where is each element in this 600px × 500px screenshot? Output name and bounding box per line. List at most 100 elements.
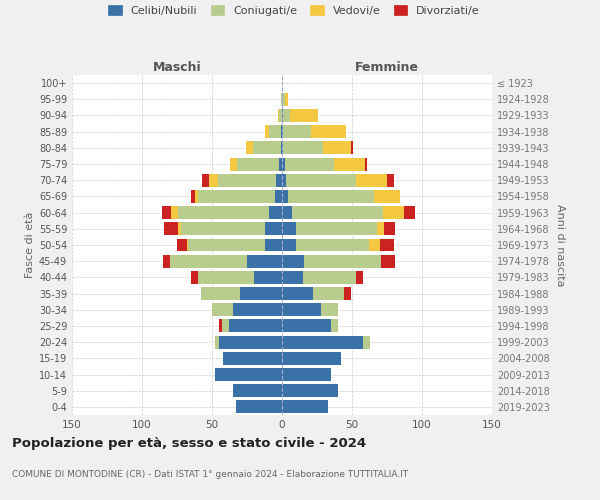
Bar <box>363 336 370 348</box>
Bar <box>229 320 282 332</box>
Bar <box>265 125 269 138</box>
Bar <box>282 190 287 203</box>
Bar <box>292 206 383 219</box>
Legend: Celibi/Nubili, Coniugati/e, Vedovi/e, Divorziati/e: Celibi/Nubili, Coniugati/e, Vedovi/e, Di… <box>104 0 484 20</box>
Bar <box>313 287 344 300</box>
Bar <box>215 368 282 381</box>
Bar <box>233 384 282 397</box>
Bar <box>374 190 400 203</box>
Bar <box>172 206 178 219</box>
Text: Maschi: Maschi <box>152 61 202 74</box>
Bar <box>282 206 292 219</box>
Bar <box>286 174 356 186</box>
Bar <box>344 287 350 300</box>
Bar <box>282 125 283 138</box>
Bar <box>331 320 338 332</box>
Bar <box>282 336 363 348</box>
Bar <box>311 125 346 138</box>
Bar <box>356 174 387 186</box>
Bar <box>283 125 311 138</box>
Bar <box>219 336 282 348</box>
Bar <box>285 158 334 170</box>
Bar <box>279 158 282 170</box>
Bar <box>282 238 296 252</box>
Y-axis label: Fasce di età: Fasce di età <box>25 212 35 278</box>
Bar <box>277 174 282 186</box>
Bar <box>247 254 282 268</box>
Bar <box>198 271 254 284</box>
Y-axis label: Anni di nascita: Anni di nascita <box>555 204 565 286</box>
Bar <box>387 174 394 186</box>
Bar <box>215 336 219 348</box>
Bar <box>377 222 384 235</box>
Text: COMUNE DI MONTODINE (CR) - Dati ISTAT 1° gennaio 2024 - Elaborazione TUTTITALIA.: COMUNE DI MONTODINE (CR) - Dati ISTAT 1°… <box>12 470 408 479</box>
Bar <box>245 142 253 154</box>
Bar <box>265 222 282 235</box>
Bar <box>237 158 279 170</box>
Bar <box>323 142 350 154</box>
Bar <box>163 254 170 268</box>
Bar <box>161 206 172 219</box>
Bar <box>283 142 323 154</box>
Text: Femmine: Femmine <box>355 61 419 74</box>
Bar <box>282 400 328 413</box>
Bar <box>350 142 353 154</box>
Bar <box>202 174 209 186</box>
Bar <box>269 125 281 138</box>
Text: Popolazione per età, sesso e stato civile - 2024: Popolazione per età, sesso e stato civil… <box>12 438 366 450</box>
Bar <box>282 352 341 365</box>
Bar <box>380 238 394 252</box>
Bar <box>223 352 282 365</box>
Bar <box>219 320 222 332</box>
Bar <box>282 304 321 316</box>
Bar <box>356 271 363 284</box>
Bar <box>181 222 265 235</box>
Bar <box>283 109 290 122</box>
Bar <box>369 238 380 252</box>
Bar <box>164 222 178 235</box>
Bar <box>282 109 283 122</box>
Bar <box>334 158 365 170</box>
Bar <box>282 384 338 397</box>
Bar <box>209 174 218 186</box>
Bar <box>282 222 296 235</box>
Bar <box>382 254 395 268</box>
Bar <box>230 158 237 170</box>
Bar <box>383 206 404 219</box>
Bar <box>240 287 282 300</box>
Bar <box>198 190 275 203</box>
Bar <box>296 222 377 235</box>
Bar <box>282 254 304 268</box>
Bar <box>191 271 198 284</box>
Bar <box>365 158 367 170</box>
Bar <box>304 254 382 268</box>
Bar <box>296 238 369 252</box>
Bar <box>222 320 229 332</box>
Bar <box>285 93 287 106</box>
Bar <box>278 109 279 122</box>
Bar <box>321 304 338 316</box>
Bar <box>287 190 374 203</box>
Bar <box>303 271 356 284</box>
Bar <box>282 93 285 106</box>
Bar <box>282 174 286 186</box>
Bar <box>275 190 282 203</box>
Bar <box>212 304 233 316</box>
Bar <box>384 222 395 235</box>
Bar <box>170 254 247 268</box>
Bar <box>218 174 277 186</box>
Bar <box>279 109 282 122</box>
Bar <box>178 206 269 219</box>
Bar <box>265 238 282 252</box>
Bar <box>195 190 198 203</box>
Bar <box>201 287 240 300</box>
Bar <box>269 206 282 219</box>
Bar <box>282 368 331 381</box>
Bar <box>177 238 187 252</box>
Bar <box>282 158 285 170</box>
Bar <box>281 142 282 154</box>
Bar <box>178 222 181 235</box>
Bar <box>290 109 319 122</box>
Bar <box>282 142 283 154</box>
Bar <box>253 142 281 154</box>
